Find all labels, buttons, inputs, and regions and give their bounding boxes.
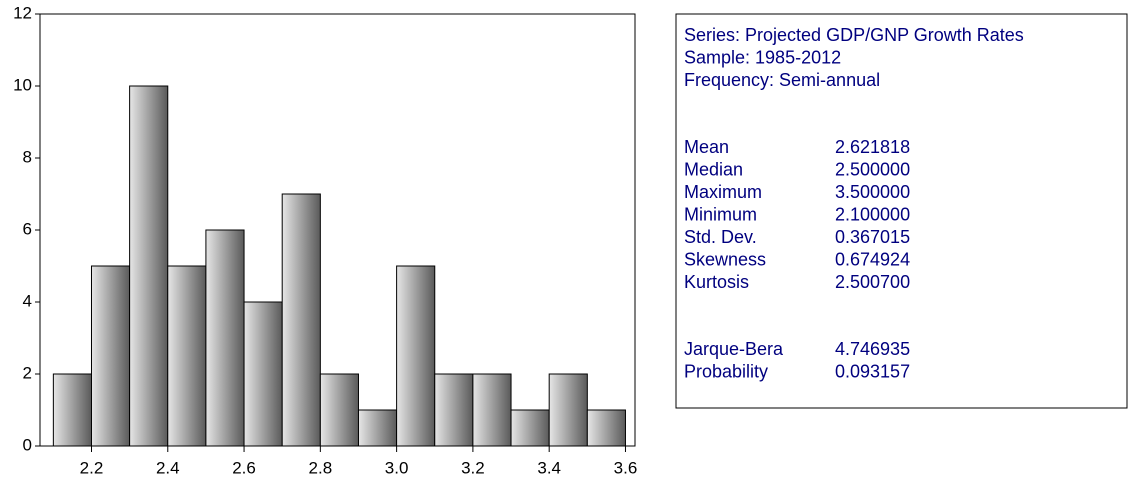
stat-name: Kurtosis xyxy=(684,272,749,292)
bar xyxy=(586,409,626,447)
stats-header: Series: Projected GDP/GNP Growth Rates xyxy=(684,25,1024,45)
stat-name: Mean xyxy=(684,137,729,157)
bar xyxy=(434,373,474,447)
bar xyxy=(52,373,92,447)
bar xyxy=(548,373,588,447)
bar xyxy=(396,265,436,447)
bar xyxy=(357,409,398,447)
x-tick-label: 3.2 xyxy=(461,458,485,477)
stat-name: Std. Dev. xyxy=(684,227,757,247)
bar xyxy=(319,373,359,447)
bar xyxy=(167,265,207,447)
test-value: 0.093157 xyxy=(835,361,910,381)
x-tick-label: 2.6 xyxy=(232,458,256,477)
x-tick-label: 2.2 xyxy=(80,458,104,477)
y-tick-label: 10 xyxy=(13,75,32,94)
bar xyxy=(510,409,550,447)
bar xyxy=(243,301,283,447)
stat-name: Median xyxy=(684,159,743,179)
x-tick-label: 2.4 xyxy=(156,458,180,477)
x-tick-label: 3.0 xyxy=(385,458,409,477)
stats-box xyxy=(675,13,1128,409)
test-name: Jarque-Bera xyxy=(684,339,784,359)
stat-value: 3.500000 xyxy=(835,182,910,202)
stat-name: Skewness xyxy=(684,249,766,269)
bar xyxy=(205,229,245,447)
stats-header: Frequency: Semi-annual xyxy=(684,70,880,90)
stat-value: 2.500000 xyxy=(835,159,910,179)
stat-value: 2.621818 xyxy=(835,137,910,157)
stat-name: Maximum xyxy=(684,182,762,202)
x-tick-label: 3.6 xyxy=(614,458,638,477)
x-tick-label: 3.4 xyxy=(537,458,561,477)
test-name: Probability xyxy=(684,361,768,381)
stat-value: 2.500700 xyxy=(835,272,910,292)
y-tick-label: 6 xyxy=(23,219,32,238)
stat-value: 0.367015 xyxy=(835,227,910,247)
stat-name: Minimum xyxy=(684,204,757,224)
y-tick-label: 12 xyxy=(13,3,32,22)
stat-value: 0.674924 xyxy=(835,249,910,269)
y-tick-label: 2 xyxy=(23,363,32,382)
y-tick-label: 4 xyxy=(23,291,32,310)
bar xyxy=(472,373,512,447)
bar xyxy=(90,265,131,447)
bar xyxy=(281,193,321,447)
y-tick-label: 0 xyxy=(23,435,32,454)
stats-header: Sample: 1985-2012 xyxy=(684,47,841,67)
bar xyxy=(129,85,169,447)
stat-value: 2.100000 xyxy=(835,204,910,224)
x-tick-label: 2.8 xyxy=(309,458,333,477)
test-value: 4.746935 xyxy=(835,339,910,359)
y-tick-label: 8 xyxy=(23,147,32,166)
